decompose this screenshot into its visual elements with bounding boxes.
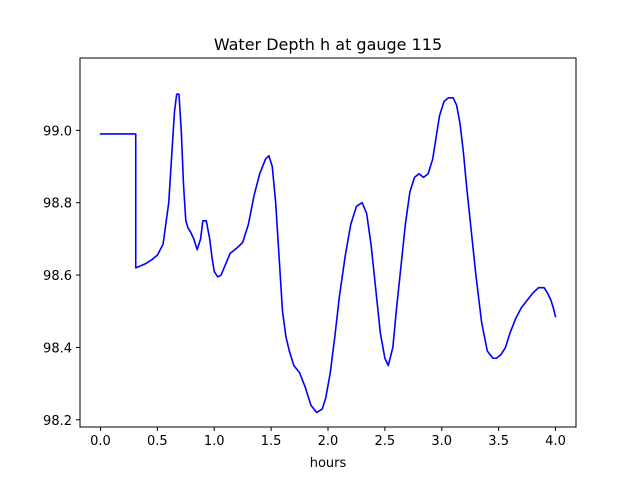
- x-tick-label: 1.5: [261, 434, 282, 449]
- y-tick-label: 99.0: [43, 124, 72, 139]
- y-tick-label: 98.4: [43, 341, 72, 356]
- x-tick-label: 1.0: [204, 434, 225, 449]
- chart-title: Water Depth h at gauge 115: [214, 35, 442, 54]
- x-tick-label: 3.0: [431, 434, 452, 449]
- x-tick-label: 4.0: [545, 434, 566, 449]
- x-tick-label: 0.5: [147, 434, 168, 449]
- y-axis: 98.2 98.4 98.6 98.8 99.0: [43, 124, 80, 429]
- x-tick-label: 2.0: [318, 434, 339, 449]
- plot-area: [99, 93, 557, 414]
- y-tick-label: 98.6: [43, 269, 72, 284]
- series-line-0: [99, 93, 557, 414]
- y-tick-label: 98.8: [43, 197, 72, 212]
- x-tick-label: 0.0: [90, 434, 111, 449]
- x-tick-label: 3.5: [488, 434, 509, 449]
- plot-frame: [79, 57, 577, 428]
- y-tick-label: 98.2: [43, 414, 72, 429]
- x-tick-label: 2.5: [375, 434, 396, 449]
- x-axis: 0.0 0.5 1.0 1.5 2.0 2.5 3.0 3.5 4.0: [90, 427, 566, 449]
- x-axis-label: hours: [310, 456, 347, 471]
